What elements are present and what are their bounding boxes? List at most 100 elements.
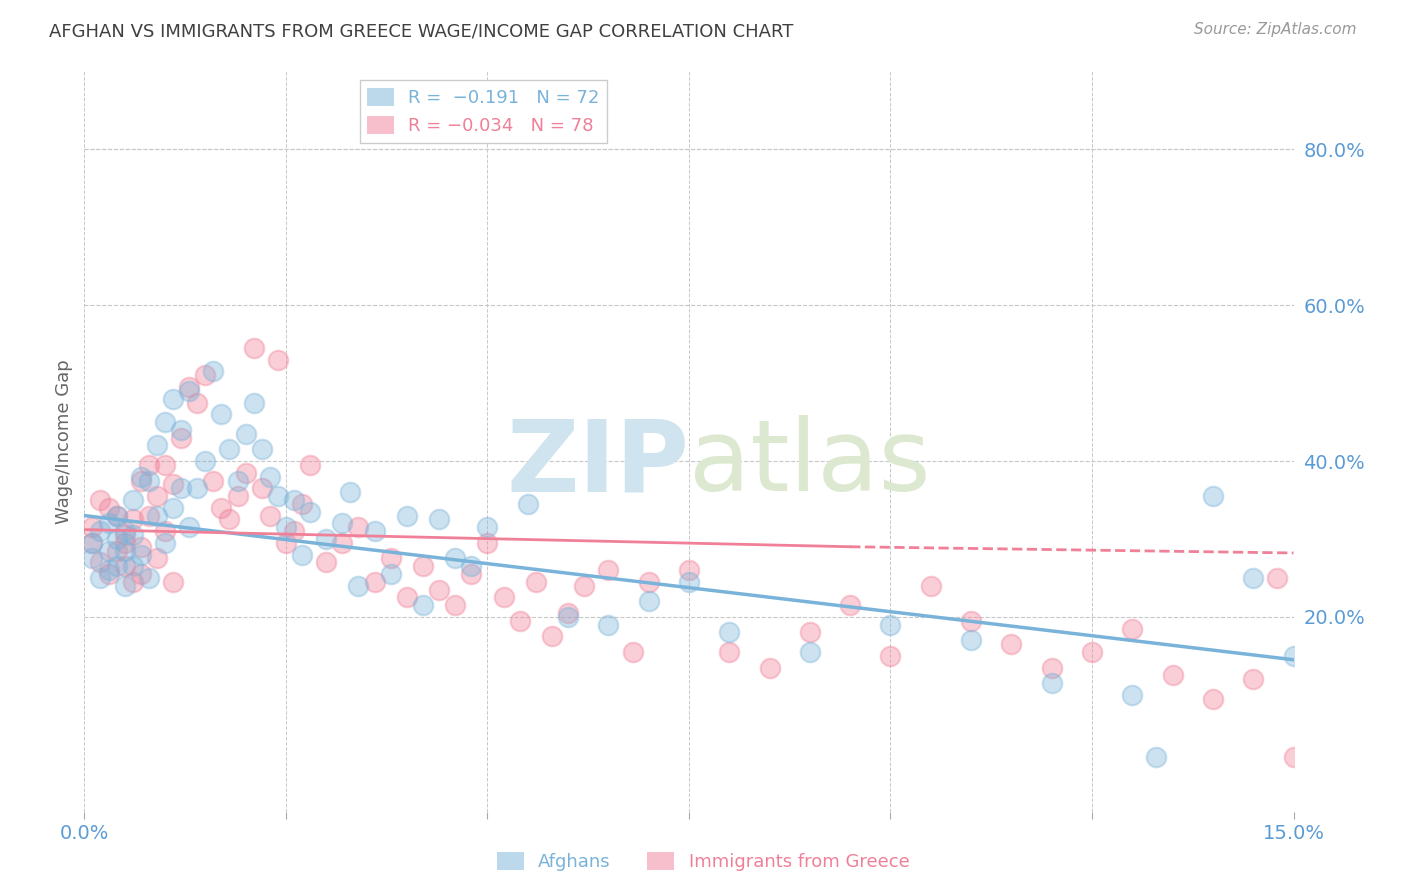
Point (330, 536, 353, 550)
Text: AFGHAN VS IMMIGRANTS FROM GREECE WAGE/INCOME GAP CORRELATION CHART: AFGHAN VS IMMIGRANTS FROM GREECE WAGE/IN… (49, 22, 793, 40)
Point (259, 469, 281, 483)
Point (1202, 691, 1225, 706)
Point (129, 567, 152, 582)
Point (427, 582, 450, 597)
Point (274, 520, 297, 534)
Point (105, 508, 128, 523)
Point (138, 571, 160, 585)
Point (97, 567, 120, 582)
Point (114, 536, 136, 550)
Point (274, 536, 297, 550)
Point (1081, 645, 1104, 659)
Point (444, 598, 467, 612)
Point (380, 551, 402, 566)
Point (138, 458, 160, 472)
Point (363, 524, 385, 538)
Point (637, 574, 659, 589)
Point (146, 508, 169, 523)
Point (138, 508, 160, 523)
Point (105, 508, 128, 523)
Point (477, 520, 499, 534)
Point (209, 407, 232, 421)
Point (509, 614, 531, 628)
Point (89, 493, 111, 508)
Point (162, 477, 184, 491)
Point (1040, 676, 1063, 690)
Point (114, 528, 136, 542)
Point (347, 579, 370, 593)
Point (427, 512, 450, 526)
Point (105, 543, 128, 558)
Point (1282, 648, 1305, 663)
Point (315, 555, 337, 569)
Point (146, 551, 169, 566)
Y-axis label: Wage/Income Gap: Wage/Income Gap (55, 359, 73, 524)
Point (82, 551, 104, 566)
Point (718, 625, 741, 640)
Point (226, 474, 249, 488)
Point (363, 574, 385, 589)
Point (121, 528, 143, 542)
Point (444, 551, 467, 566)
Point (97, 500, 120, 515)
Point (524, 574, 547, 589)
Point (114, 579, 136, 593)
Point (82, 520, 104, 534)
Point (347, 520, 370, 534)
Point (557, 606, 579, 620)
Point (105, 559, 128, 574)
Point (162, 574, 184, 589)
Text: ZIP: ZIP (506, 416, 689, 512)
Point (330, 516, 353, 531)
Point (799, 625, 821, 640)
Point (97, 543, 120, 558)
Point (226, 489, 249, 503)
Legend: Afghans, Immigrants from Greece: Afghans, Immigrants from Greece (489, 845, 917, 879)
Point (89, 571, 111, 585)
Point (146, 438, 169, 452)
Point (380, 567, 402, 582)
Point (920, 579, 942, 593)
Point (218, 442, 240, 457)
Point (299, 458, 322, 472)
Point (291, 548, 314, 562)
Point (718, 645, 741, 659)
Point (82, 536, 104, 550)
Point (1241, 672, 1264, 686)
Point (89, 524, 111, 538)
Point (879, 648, 901, 663)
Point (105, 532, 128, 546)
Point (170, 423, 193, 437)
Point (153, 458, 176, 472)
Point (97, 563, 120, 577)
Point (557, 610, 579, 624)
Point (267, 352, 290, 367)
Point (291, 497, 314, 511)
Point (121, 512, 143, 526)
Point (194, 454, 217, 468)
Point (170, 481, 193, 495)
Point (283, 524, 305, 538)
Point (202, 364, 225, 378)
Point (678, 574, 700, 589)
Point (129, 469, 152, 483)
Point (412, 598, 434, 612)
Point (179, 384, 201, 398)
Point (1146, 750, 1168, 764)
Point (758, 660, 780, 674)
Point (678, 563, 700, 577)
Point (235, 466, 257, 480)
Point (315, 532, 337, 546)
Point (121, 559, 143, 574)
Point (179, 380, 201, 394)
Point (194, 368, 217, 383)
Point (82, 536, 104, 550)
Point (129, 474, 152, 488)
Point (186, 481, 208, 495)
Point (960, 633, 983, 648)
Text: Source: ZipAtlas.com: Source: ZipAtlas.com (1194, 22, 1357, 37)
Text: atlas: atlas (689, 416, 931, 512)
Point (879, 617, 901, 632)
Legend: R =  −​0.191   N = 72, R = −0.034   N = 78: R = −​0.191 N = 72, R = −0.034 N = 78 (360, 80, 607, 143)
Point (541, 629, 564, 643)
